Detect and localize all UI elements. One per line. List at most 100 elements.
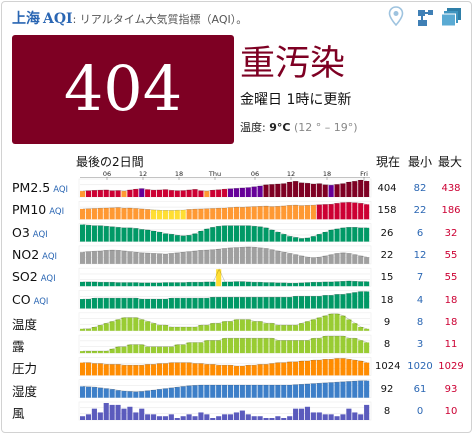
metric-bar xyxy=(316,317,322,331)
metric-bar xyxy=(168,346,174,354)
metric-bar xyxy=(298,205,305,220)
metric-bar xyxy=(115,227,121,242)
metric-bar xyxy=(322,255,328,264)
metric-bar xyxy=(80,281,86,287)
metric-trend-line xyxy=(82,179,368,192)
metric-bar xyxy=(287,236,293,242)
metric-bar xyxy=(239,338,245,354)
metric-bar xyxy=(340,336,346,354)
metric-min-value: 22 xyxy=(413,205,427,217)
metric-bar xyxy=(133,189,139,197)
metric-bar xyxy=(263,184,269,197)
metric-bar xyxy=(334,358,340,376)
metric-bar xyxy=(222,248,228,264)
metric-bar xyxy=(210,418,216,420)
metric-bar xyxy=(204,191,210,197)
metric-bar xyxy=(151,253,157,264)
metric-bar xyxy=(198,208,204,220)
metric-bar xyxy=(97,387,103,398)
metric-bar xyxy=(168,387,174,398)
metric-bar xyxy=(245,338,251,354)
metric-bar xyxy=(257,206,263,220)
metric-bar xyxy=(127,227,133,242)
metric-bar xyxy=(281,252,287,264)
metric-bar xyxy=(80,191,86,197)
metric-bar xyxy=(328,313,334,331)
metric-bar xyxy=(293,340,299,354)
metric-bar xyxy=(346,319,352,331)
metric-bar xyxy=(186,298,192,309)
metric-bar xyxy=(109,389,115,398)
metric-bar xyxy=(352,292,358,309)
metric-bar xyxy=(216,189,222,197)
metric-bar xyxy=(145,390,151,398)
metric-bar xyxy=(263,364,269,376)
metric-bar xyxy=(216,226,222,242)
metric-bar xyxy=(198,325,204,331)
metric-current-value: 158 xyxy=(377,205,397,217)
metric-bar xyxy=(198,282,204,287)
city-link[interactable]: 上海 xyxy=(12,11,40,27)
metric-bar xyxy=(133,317,139,331)
metric-bar xyxy=(222,338,228,354)
metric-bar xyxy=(293,408,299,420)
share-icon[interactable] xyxy=(415,6,435,28)
metric-bar xyxy=(192,189,198,197)
metric-bar xyxy=(298,360,305,376)
metric-bar xyxy=(115,346,121,354)
metric-label: CO AQI xyxy=(12,292,48,307)
metric-bar xyxy=(334,336,340,354)
layers-icon[interactable] xyxy=(441,6,463,28)
metric-bar xyxy=(227,247,234,264)
metric-bar xyxy=(133,282,139,287)
metric-bar xyxy=(340,381,346,398)
metric-bar xyxy=(257,416,263,420)
metric-bar xyxy=(174,298,180,309)
metric-bar xyxy=(180,362,186,376)
metric-bar xyxy=(192,385,198,398)
metric-max-value: 55 xyxy=(444,249,458,261)
metric-bar xyxy=(346,181,352,197)
metric-bar xyxy=(340,294,346,309)
metric-bar xyxy=(204,325,210,331)
metric-bar xyxy=(233,225,239,242)
metric-bar xyxy=(139,319,145,331)
metric-bar xyxy=(233,188,239,197)
metric-bar xyxy=(103,298,109,309)
metric-bar xyxy=(298,296,305,309)
metric-bar xyxy=(151,346,157,354)
metric-bar xyxy=(133,344,139,354)
metric-bar xyxy=(133,391,139,398)
metric-max-value: 32 xyxy=(444,227,458,239)
metric-bar xyxy=(127,282,133,287)
metric-bar xyxy=(275,340,281,354)
metric-bar xyxy=(97,325,103,331)
metric-current-value: 15 xyxy=(380,272,394,284)
widget-header: 上海 AQI: リアルタイム大気質指標（AQI）。 xyxy=(12,8,247,28)
metric-bar xyxy=(198,250,204,264)
metric-bar xyxy=(269,338,275,354)
metric-bar xyxy=(364,281,370,287)
metric-bar xyxy=(304,296,311,309)
metric-bar xyxy=(180,252,186,264)
header-subtitle: : リアルタイム大気質指標（AQI）。 xyxy=(72,13,248,26)
metric-bar xyxy=(287,325,293,331)
metric-bar xyxy=(334,228,340,242)
metric-bar xyxy=(121,227,127,242)
metric-unit: AQI xyxy=(49,207,65,218)
metric-bar xyxy=(358,180,364,197)
metric-bar xyxy=(151,282,157,287)
metric-bar xyxy=(115,250,121,264)
metric-bar xyxy=(109,321,115,331)
metric-bar xyxy=(298,238,305,242)
metric-min-value: 12 xyxy=(413,249,427,261)
metric-bar xyxy=(239,384,245,398)
metric-bar xyxy=(328,336,334,354)
metric-bar xyxy=(251,321,257,331)
metric-bar xyxy=(162,299,168,309)
metric-bar xyxy=(358,227,364,242)
metric-bar xyxy=(298,408,305,420)
metric-bar xyxy=(133,208,139,220)
metric-bar xyxy=(174,387,180,398)
location-pin-icon[interactable] xyxy=(388,6,404,26)
